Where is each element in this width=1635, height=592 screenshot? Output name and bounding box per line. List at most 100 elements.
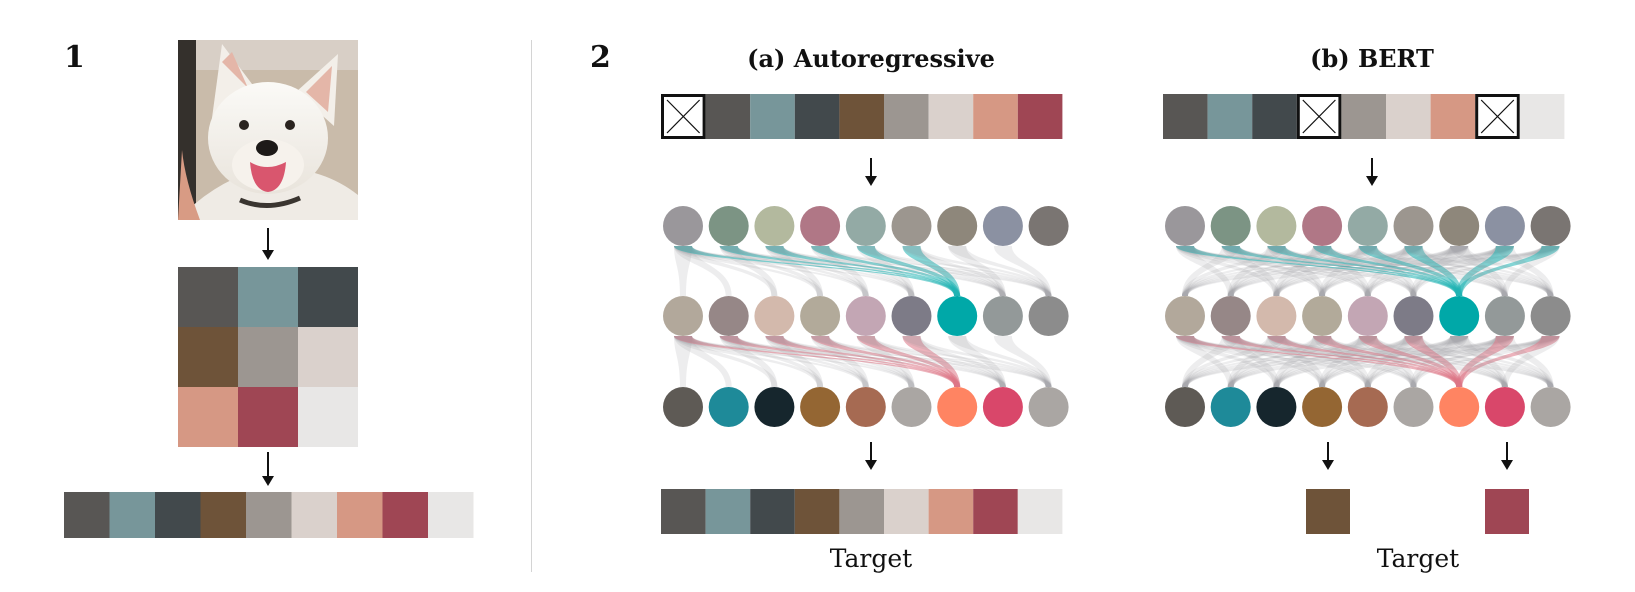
panel-divider bbox=[531, 40, 532, 572]
autoregressive-circle bbox=[982, 296, 1023, 336]
autoregressive-circle bbox=[754, 206, 795, 246]
autoregressive-attention-band bbox=[948, 246, 1052, 296]
autoregressive-attention-band bbox=[902, 246, 961, 296]
bert-attention-band bbox=[1319, 246, 1377, 296]
autoregressive-circle bbox=[708, 387, 749, 427]
bert-attention-band bbox=[1456, 336, 1514, 387]
autoregressive-attention-band bbox=[674, 246, 732, 296]
bert-attention-band bbox=[1176, 246, 1371, 296]
palette-grid-cell bbox=[178, 327, 238, 387]
autoregressive-circle bbox=[800, 206, 841, 246]
autoregressive-attention-band bbox=[856, 336, 1006, 387]
bert-input-token bbox=[1341, 94, 1386, 139]
autoregressive-attention-band bbox=[948, 246, 1006, 296]
bert-circle bbox=[1210, 206, 1251, 246]
grid-to-sequence-arrow bbox=[262, 452, 274, 486]
bert-attention-band bbox=[1358, 246, 1508, 296]
autoregressive-attention-band bbox=[674, 246, 869, 296]
autoregressive-input-token bbox=[928, 94, 974, 139]
autoregressive-circle bbox=[891, 387, 932, 427]
bert-attention-band bbox=[1273, 336, 1514, 387]
autoregressive-attention-band bbox=[765, 246, 869, 296]
bert-circle bbox=[1530, 387, 1571, 427]
autoregressive-attention-band bbox=[856, 246, 961, 296]
bert-attention-band bbox=[1501, 246, 1560, 296]
autoregressive-input-token bbox=[884, 94, 929, 139]
autoregressive-target-token bbox=[1017, 489, 1063, 534]
bert-circle bbox=[1256, 296, 1297, 336]
autoregressive-circle bbox=[937, 296, 978, 336]
bert-attention-band bbox=[1176, 246, 1280, 296]
bert-attention-band bbox=[1182, 246, 1377, 296]
bert-attention-band bbox=[1267, 336, 1463, 387]
autoregressive-attention-band bbox=[765, 336, 1006, 387]
dog-photo bbox=[178, 40, 358, 220]
bert-attention-band bbox=[1404, 336, 1508, 387]
bert-attention-band bbox=[1319, 336, 1423, 387]
autoregressive-attention-band bbox=[674, 336, 869, 387]
bert-circle bbox=[1347, 387, 1388, 427]
autoregressive-input-masked-token bbox=[661, 94, 706, 139]
bert-attention-band bbox=[1182, 246, 1286, 296]
autoregressive-attention-band bbox=[765, 336, 961, 387]
palette-grid-cell bbox=[238, 327, 298, 387]
autoregressive-input-arrow bbox=[865, 158, 877, 186]
autoregressive-attention-band bbox=[765, 336, 869, 387]
autoregressive-circle bbox=[982, 206, 1023, 246]
autoregressive-target-token bbox=[750, 489, 795, 534]
bert-attention-band bbox=[1176, 246, 1234, 296]
autoregressive-circle bbox=[708, 296, 749, 336]
bert-attention-band bbox=[1364, 336, 1469, 387]
bert-attention-band bbox=[1501, 336, 1560, 387]
autoregressive-circle bbox=[1028, 206, 1069, 246]
bert-attention-band bbox=[1221, 246, 1371, 296]
bert-attention-band bbox=[1176, 336, 1280, 387]
bert-attention-band bbox=[1182, 246, 1332, 296]
autoregressive-target-token bbox=[839, 489, 884, 534]
autoregressive-attention-fan bbox=[674, 336, 1052, 387]
bert-target-label: Target bbox=[1376, 544, 1460, 573]
bert-attention-band bbox=[1358, 246, 1417, 296]
bert-attention-band bbox=[1182, 336, 1286, 387]
autoregressive-attention-band bbox=[719, 246, 869, 296]
bert-attention-band bbox=[1227, 246, 1469, 296]
bert-attention-fan bbox=[1176, 246, 1560, 296]
bert-attention-band bbox=[1364, 246, 1514, 296]
bert-attention-band bbox=[1410, 336, 1469, 387]
bert-circle bbox=[1347, 206, 1388, 246]
bert-attention-band bbox=[1182, 246, 1240, 296]
panel-1-number: 1 bbox=[64, 40, 85, 75]
palette-grid-cell bbox=[178, 387, 238, 447]
autoregressive-attention-band bbox=[948, 336, 1006, 387]
bert-circle bbox=[1393, 387, 1434, 427]
autoregressive-circle bbox=[845, 387, 886, 427]
bert-attention-band bbox=[1267, 336, 1417, 387]
autoregressive-attention-band bbox=[674, 336, 692, 387]
bert-attention-band bbox=[1450, 246, 1554, 296]
autoregressive-circle bbox=[891, 296, 932, 336]
autoregressive-circle bbox=[1028, 387, 1069, 427]
autoregressive-attention-band bbox=[902, 336, 1006, 387]
autoregressive-attention-band bbox=[856, 246, 1052, 296]
bert-attention-band bbox=[1176, 336, 1234, 387]
bert-attention-band bbox=[1227, 336, 1377, 387]
flattened-sequence-token bbox=[382, 492, 428, 538]
autoregressive-attention-band bbox=[993, 246, 1052, 296]
bert-circle bbox=[1302, 387, 1343, 427]
bert-circle bbox=[1210, 387, 1251, 427]
bert-attention-band bbox=[1456, 336, 1560, 387]
bert-input-token bbox=[1430, 94, 1476, 139]
bert-attention-band bbox=[1410, 336, 1560, 387]
autoregressive-circle bbox=[708, 206, 749, 246]
autoregressive-circle bbox=[663, 206, 703, 246]
bert-attention-band bbox=[1364, 336, 1560, 387]
bert-input-token bbox=[1519, 94, 1565, 139]
bert-circle bbox=[1530, 296, 1571, 336]
bert-output-arrow-1 bbox=[1322, 442, 1334, 470]
bert-attention-band bbox=[1182, 336, 1377, 387]
palette-grid-cell bbox=[238, 387, 298, 447]
bert-attention-band bbox=[1410, 246, 1560, 296]
bert-circle bbox=[1165, 387, 1205, 427]
autoregressive-attention-band bbox=[811, 246, 915, 296]
